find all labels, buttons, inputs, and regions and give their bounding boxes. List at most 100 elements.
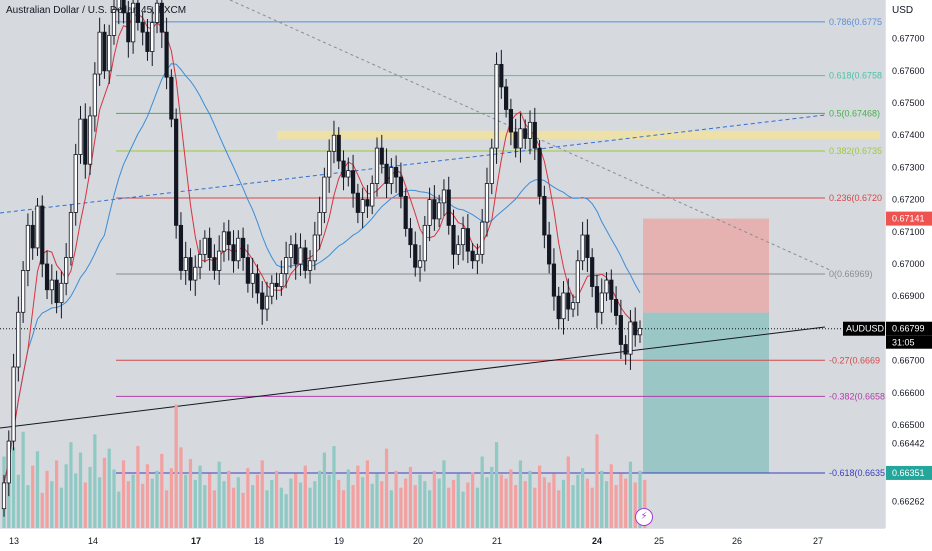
time-axis[interactable]: 13 14 17 18 19 20 21 24 25 26 27 [0,528,885,551]
slow-moving-average [3,63,641,484]
candle-up [628,321,633,355]
candle-up [73,154,78,213]
candle-down [212,257,217,271]
volume-bar [208,473,212,528]
volume-bar [561,479,566,528]
candle-up [25,224,31,271]
volume-bar [88,466,92,528]
volume-bar [447,487,451,528]
candle-down [245,257,250,284]
candle-up [250,273,255,284]
volume-bar [356,465,360,528]
candle-down [633,321,638,336]
volume-bar [427,490,432,528]
price-axis[interactable]: 0.67700 0.67600 0.67500 0.67400 0.67300 0.672… [885,0,932,528]
volume-bar [169,468,173,528]
volume-bar [370,483,374,528]
volume-bar [337,479,341,528]
price-tick-label: 0.66500 [892,420,925,430]
volume-bar [361,477,365,528]
volume-bar [141,483,145,528]
volume-bar [64,464,68,528]
time-tick-label: 14 [88,536,98,546]
volume-bar [604,481,609,528]
candle-down [542,195,547,236]
fib-level-label: 0.382(0.6735 [829,146,882,156]
candle-down [623,344,628,355]
volume-bar [217,461,221,528]
volume-bar [212,490,217,528]
volume-bar [83,482,87,528]
candle-down [499,63,504,88]
volume-bar [528,470,532,528]
candle-up [489,147,494,184]
candle-down [255,273,260,294]
volume-bar [112,469,116,528]
candle-up [312,234,317,262]
candle-up [604,279,609,294]
candle-up [35,205,40,249]
candle-up [417,260,423,268]
candle-down [551,263,557,297]
ascending-trendline [0,326,826,429]
volume-bar [313,481,317,528]
candle-down [590,257,595,287]
chart-svg[interactable]: 0.786(0.6775 0.618(0.6758 0.5(0.67468) 0.38… [0,0,885,528]
price-tick-label: 0.67200 [892,195,925,205]
volume-bar [303,465,307,528]
volume-bar [542,477,546,528]
candle-up [599,292,604,313]
volume-bar [298,482,303,528]
candle-up [475,253,480,262]
volume-bar [633,482,637,528]
candle-down [408,228,413,246]
candle-up [154,2,160,23]
candle-down [470,250,475,262]
candle-down [394,167,399,178]
price-badge [886,321,932,336]
candle-down [226,231,231,246]
volume-bar [571,485,575,528]
candle-up [64,257,69,284]
volume-bar [265,490,269,528]
candle-up [460,228,466,246]
volume-bar [55,460,59,528]
candle-down [355,192,360,213]
candle-down [403,195,408,229]
candle-down [240,237,246,258]
candle-up [68,212,74,258]
candle-up [197,253,203,268]
volume-bar [537,465,542,528]
candle-up [374,147,380,184]
candle-down [274,282,279,287]
volume-bar [475,487,480,528]
volume-bar [341,490,346,528]
volume-bar [466,482,470,528]
candle-down [350,170,356,194]
volume-bar [557,490,561,528]
volume-bar [294,473,298,528]
fib-level-label: -0.382(0.6658 [829,391,885,401]
volume-bar [188,459,193,528]
volume-bar [619,473,623,528]
candle-down [169,76,174,120]
volume-bar [231,487,236,528]
volume-bar [93,434,97,528]
volume-bar [628,461,633,528]
price-axis-svg: 0.67700 0.67600 0.67500 0.67400 0.67300 0.672… [886,34,932,507]
time-tick-label: 27 [813,536,823,546]
volume-bar [126,481,130,528]
volume-bar [643,479,647,528]
lightning-icon[interactable]: ⚡ [635,508,653,526]
candle-down [231,244,236,262]
volume-bar [107,448,111,528]
candle-down [174,118,179,226]
candle-down [446,189,451,226]
candle-down [83,118,88,165]
candle-up [1,482,7,510]
chart-plot-area[interactable]: 0.786(0.6775 0.618(0.6758 0.5(0.67468) 0.38… [0,0,885,528]
price-tick-label: 0.66900 [892,291,925,301]
candle-down [54,279,59,304]
volume-bar [131,474,135,528]
candle-up [236,237,241,262]
